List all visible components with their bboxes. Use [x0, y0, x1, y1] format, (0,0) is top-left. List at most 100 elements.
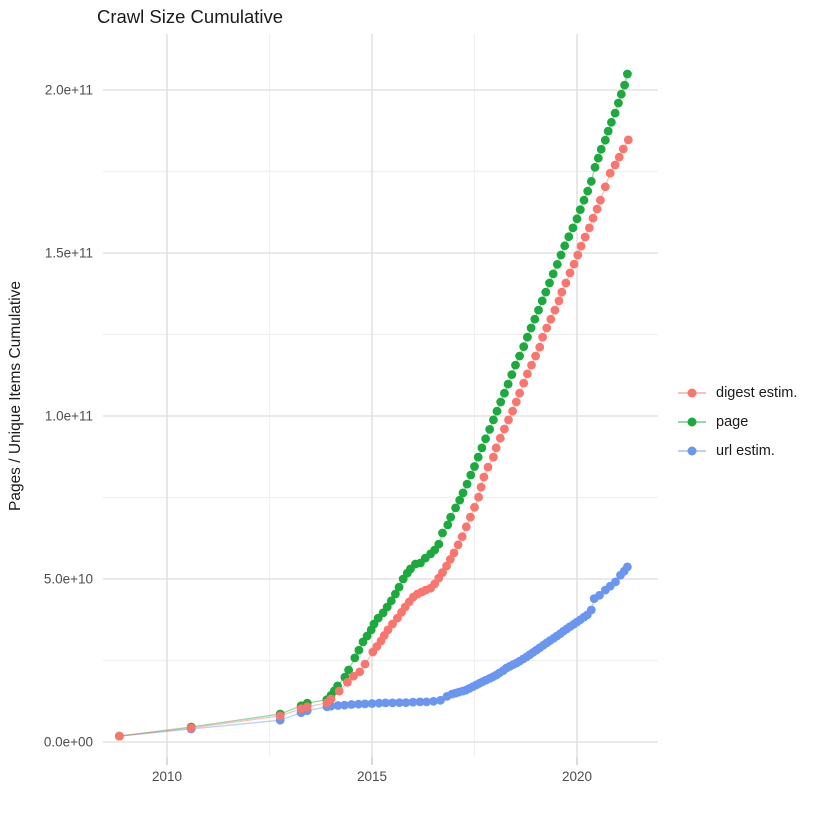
data-point: [388, 698, 397, 708]
data-point: [354, 645, 364, 655]
data-point: [596, 195, 605, 205]
data-point: [607, 117, 616, 127]
data-point: [415, 697, 425, 707]
legend-label-url: url estim.: [716, 443, 775, 459]
legend-key-url-icon: [678, 446, 706, 456]
data-point: [623, 69, 632, 79]
data-point: [302, 702, 312, 712]
data-point: [515, 351, 524, 361]
data-point: [620, 80, 629, 90]
data-point: [600, 135, 610, 145]
data-point: [603, 126, 613, 136]
data-point: [470, 502, 479, 512]
data-point: [593, 153, 603, 163]
data-point: [374, 698, 384, 708]
data-point: [500, 388, 509, 398]
data-point: [600, 182, 610, 192]
data-point: [449, 548, 459, 558]
data-point: [394, 582, 404, 592]
data-point: [616, 89, 626, 99]
data-point: [523, 369, 532, 379]
data-point: [554, 296, 564, 306]
data-point: [347, 700, 356, 709]
data-point: [614, 152, 624, 162]
data-point: [511, 360, 520, 370]
data-point: [511, 397, 521, 407]
legend-key-page-icon: [678, 417, 706, 427]
data-point: [367, 699, 377, 708]
data-point: [492, 406, 502, 416]
y-tick-label: 0.0e+00: [44, 735, 93, 750]
data-point: [466, 512, 475, 522]
data-point: [590, 162, 600, 172]
y-tick-label: 1.5e+11: [45, 246, 93, 261]
data-point: [479, 472, 489, 482]
data-point: [541, 287, 551, 297]
data-point: [565, 268, 575, 278]
data-point: [451, 503, 460, 513]
data-point: [610, 108, 620, 118]
data-point: [519, 342, 529, 351]
data-point: [586, 176, 596, 186]
data-point: [507, 370, 517, 379]
data-point: [473, 452, 483, 462]
data-point: [572, 214, 582, 224]
data-point: [568, 223, 578, 233]
y-tick-label: 2.0e+11: [45, 83, 93, 98]
data-point: [623, 135, 633, 145]
data-point: [569, 259, 579, 269]
data-point: [115, 731, 124, 741]
data-point: [556, 250, 566, 260]
data-point: [477, 443, 487, 453]
data-point: [386, 596, 396, 606]
data-point: [576, 241, 586, 251]
data-point: [542, 323, 552, 333]
data-point: [349, 671, 358, 681]
data-point: [584, 223, 594, 233]
data-point: [436, 695, 445, 705]
data-point: [434, 539, 444, 549]
data-point: [586, 605, 596, 615]
data-point: [466, 470, 476, 480]
data-point: [476, 482, 486, 492]
data-point: [455, 495, 465, 505]
y-axis-title: Pages / Unique Items Cumulative: [7, 281, 24, 511]
data-point: [623, 562, 632, 572]
data-point: [483, 462, 493, 472]
x-tick-label: 2015: [357, 769, 387, 784]
y-axis-labels: 0.0e+00 5.0e+10 1.0e+11 1.5e+11 2.0e+11: [44, 83, 93, 750]
data-point: [333, 701, 343, 710]
data-point: [564, 232, 574, 242]
data-point: [429, 696, 438, 706]
data-point: [527, 360, 536, 370]
x-tick-marks: [166, 757, 578, 765]
data-point: [381, 698, 390, 708]
legend-item-page: page: [676, 412, 797, 432]
data-point: [537, 296, 547, 306]
data-point: [360, 699, 370, 709]
gridlines-minor: [103, 34, 658, 757]
series-digest-estim: [115, 135, 633, 741]
data-point: [445, 555, 455, 564]
data-point: [186, 723, 196, 733]
data-point: [485, 425, 495, 434]
gridlines-major: [103, 34, 658, 757]
series-url-estim: [115, 562, 632, 741]
legend-item-digest: digest estim.: [676, 383, 797, 403]
data-point: [504, 415, 513, 425]
data-point: [557, 287, 567, 297]
x-axis-labels: 2010 2015 2020: [152, 769, 592, 784]
data-point: [408, 697, 418, 707]
data-point: [438, 568, 447, 577]
data-point: [614, 98, 623, 108]
data-point: [481, 434, 490, 444]
plot-title: Crawl Size Cumulative: [97, 6, 284, 27]
data-point: [535, 342, 545, 352]
data-point: [489, 415, 498, 425]
data-point: [438, 528, 447, 538]
data-point: [530, 314, 540, 324]
data-point: [458, 488, 468, 498]
data-point: [523, 332, 532, 342]
data-point: [545, 278, 554, 288]
data-point: [422, 697, 431, 707]
